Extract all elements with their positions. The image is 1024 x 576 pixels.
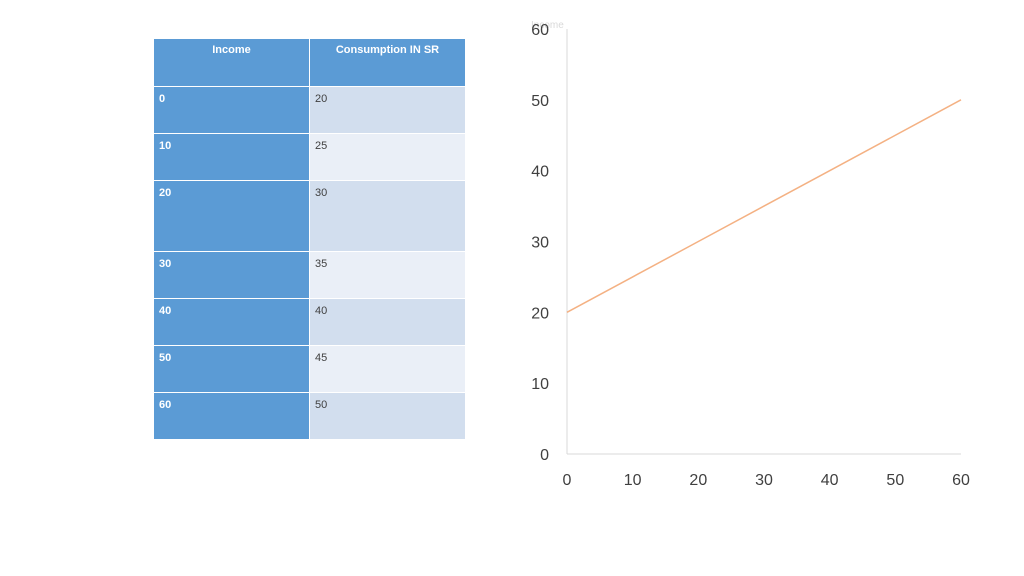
x-tick-label: 30 — [755, 472, 773, 489]
income-cell: 50 — [153, 345, 310, 393]
series-line — [566, 99, 962, 313]
y-tick-label: 40 — [531, 164, 549, 181]
y-tick-label: 0 — [540, 447, 549, 464]
consumption-cell: 40 — [309, 298, 466, 346]
y-tick-label: 30 — [531, 235, 549, 252]
x-tick-label: 60 — [952, 472, 970, 489]
consumption-cell: 30 — [309, 180, 466, 252]
y-axis-label: Income — [531, 20, 564, 31]
y-tick-label: 60 — [531, 22, 549, 39]
x-tick-label: 10 — [624, 472, 642, 489]
income-cell: 20 — [153, 180, 310, 252]
x-tick-label: 50 — [886, 472, 904, 489]
table-row: 0 20 — [153, 86, 466, 134]
table-row: 60 50 — [153, 392, 466, 440]
consumption-cell: 50 — [309, 392, 466, 440]
income-cell: 40 — [153, 298, 310, 346]
consumption-cell: 25 — [309, 133, 466, 181]
consumption-cell: 20 — [309, 86, 466, 134]
x-tick-label: 40 — [821, 472, 839, 489]
table-row: 10 25 — [153, 133, 466, 181]
x-tick-label: 20 — [689, 472, 707, 489]
y-tick-label: 20 — [531, 305, 549, 322]
header-income: Income — [153, 38, 310, 87]
table-row: 20 30 — [153, 180, 466, 252]
income-consumption-table: Income Consumption IN SR 0 20 10 25 20 3… — [153, 38, 466, 440]
income-cell: 60 — [153, 392, 310, 440]
header-consumption: Consumption IN SR — [309, 38, 466, 87]
x-tick-label: 0 — [563, 472, 572, 489]
y-tick-label: 50 — [531, 93, 549, 110]
y-tick-label: 10 — [531, 376, 549, 393]
table-row: 40 40 — [153, 298, 466, 346]
income-cell: 10 — [153, 133, 310, 181]
